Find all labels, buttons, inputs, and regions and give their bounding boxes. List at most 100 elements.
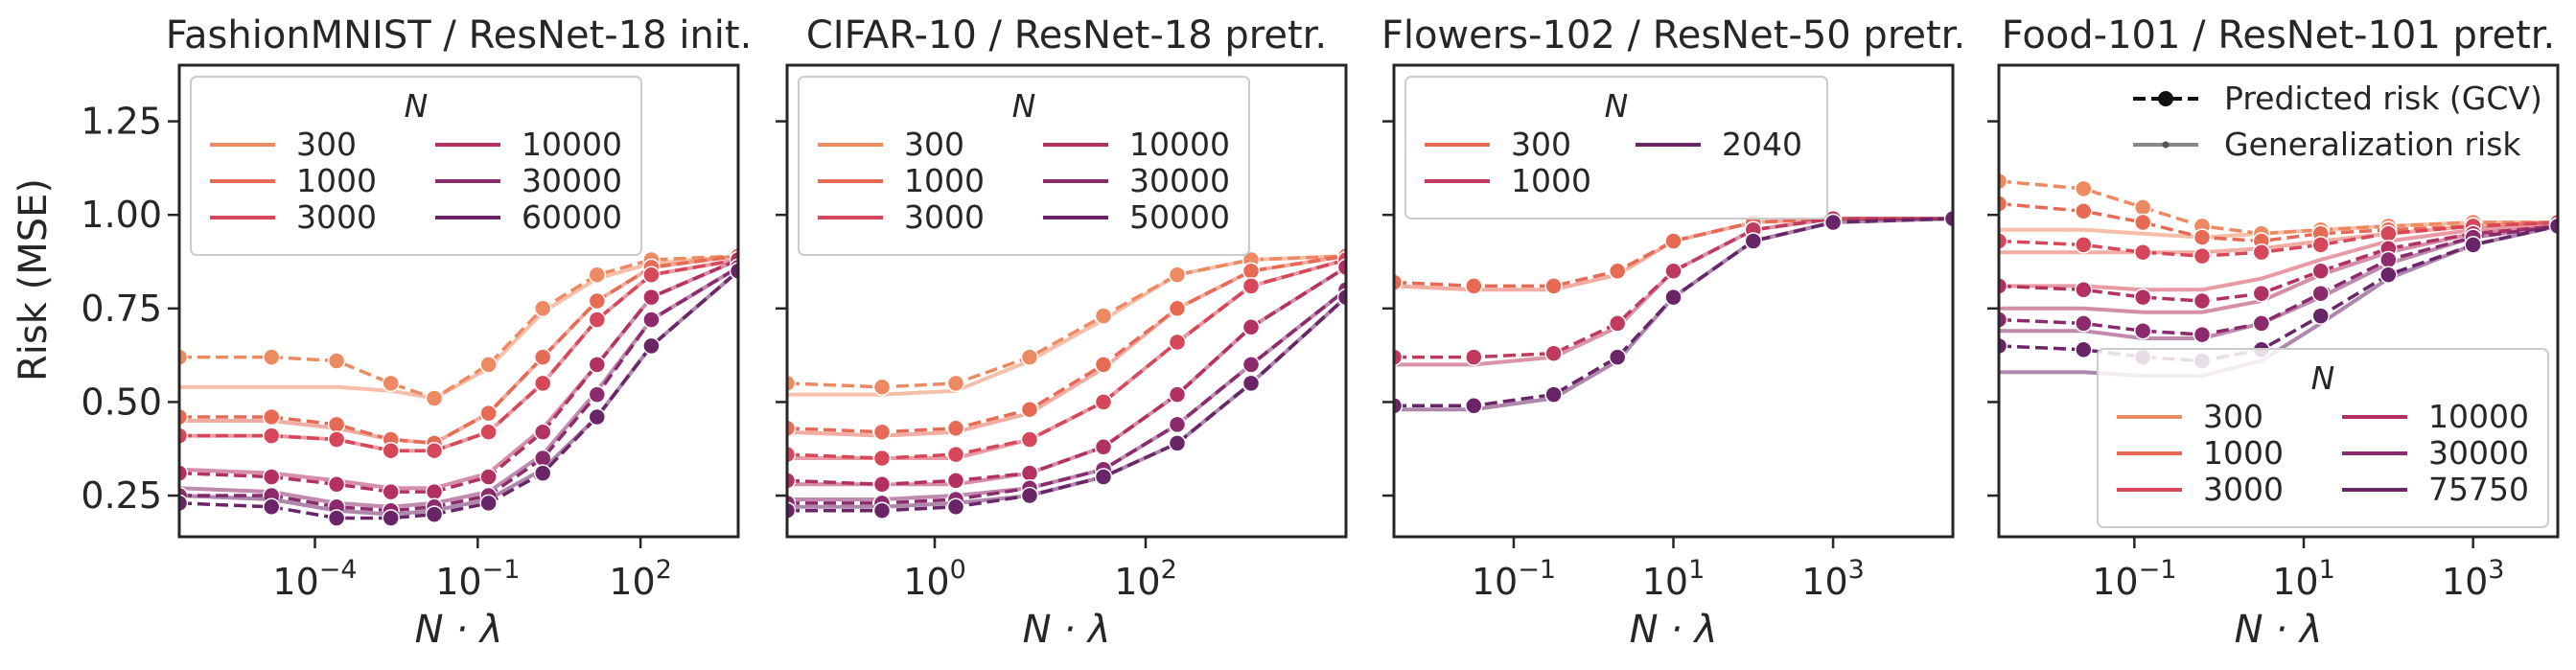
legend-entry-label: 30000 (2428, 434, 2529, 472)
predicted-point (479, 423, 498, 441)
predicted-point (1999, 172, 2008, 191)
predicted-point (262, 348, 281, 366)
predicted-point (1168, 434, 1187, 452)
predicted-line (787, 258, 1346, 460)
x-tick-label: 101 (2272, 555, 2335, 603)
predicted-point (787, 419, 797, 438)
x-tick-exponent: 1 (2319, 555, 2335, 585)
series-3000 (179, 250, 738, 460)
predicted-point (2548, 217, 2558, 236)
legend-entry-label: 10000 (1129, 126, 1230, 163)
predicted-point (1336, 258, 1346, 277)
predicted-point (425, 441, 444, 460)
predicted-point (1020, 486, 1039, 505)
style-legend: Predicted risk (GCV) Generalization risk (2133, 80, 2542, 163)
x-tick-base: 10 (272, 561, 318, 603)
predicted-point (787, 445, 797, 464)
generalization-line (179, 266, 738, 509)
predicted-point (1094, 307, 1113, 325)
x-tick-label: 10−4 (272, 555, 357, 603)
predicted-point (588, 385, 607, 404)
legend-title: N (2311, 359, 2335, 397)
predicted-line (179, 254, 738, 401)
legend-entry-label: 1000 (2203, 434, 2284, 472)
axes-frame (785, 63, 1348, 539)
predicted-point (479, 356, 498, 374)
predicted-point (2193, 291, 2212, 311)
predicted-point (479, 404, 498, 423)
predicted-point (2075, 314, 2093, 333)
series-3000 (1999, 213, 2558, 292)
predicted-point (2252, 314, 2271, 333)
predicted-point (1465, 277, 1483, 295)
legend-entry-label: 60000 (522, 198, 622, 236)
predicted-point (946, 374, 965, 393)
predicted-point (642, 266, 661, 284)
predicted-point (642, 288, 661, 307)
predicted-point (872, 449, 892, 468)
x-axis-label: N · λ (1023, 608, 1111, 652)
predicted-point (2133, 198, 2152, 217)
predicted-point (2133, 243, 2152, 262)
panel-title: CIFAR-10 / ResNet-18 pretr. (806, 13, 1327, 58)
x-tick-label: 10−1 (2092, 555, 2176, 603)
predicted-point (2075, 281, 2093, 299)
predicted-point (2075, 236, 2093, 254)
x-tick-exponent: 0 (950, 555, 966, 585)
predicted-point (2252, 243, 2271, 262)
predicted-point (1394, 348, 1404, 366)
predicted-point (327, 509, 346, 527)
predicted-point (425, 389, 444, 407)
predicted-point (1664, 288, 1683, 307)
predicted-point (1020, 430, 1039, 449)
series-3000 (787, 250, 1346, 468)
y-tick-label: 0.25 (81, 474, 162, 517)
predicted-point (642, 311, 661, 329)
plot-area (787, 246, 1346, 520)
predicted-point (946, 445, 965, 464)
legend-entry-label: 3000 (296, 198, 377, 236)
panel-title: Flowers-102 / ResNet-50 pretr. (1381, 13, 1965, 58)
x-tick-exponent: −1 (1518, 555, 1556, 585)
predicted-line (787, 266, 1346, 487)
predicted-point (1544, 344, 1563, 362)
predicted-point (1094, 468, 1113, 486)
legend-frame (190, 76, 642, 256)
predicted-point (1664, 262, 1683, 281)
predicted-point (872, 423, 892, 441)
x-tick-exponent: −1 (482, 555, 521, 585)
series-30000 (1999, 217, 2558, 344)
predicted-point (1608, 314, 1627, 333)
predicted-point (1020, 348, 1039, 366)
series-50000 (787, 288, 1346, 520)
predicted-line (787, 295, 1346, 513)
legend-frame (2097, 348, 2549, 528)
generalization-line (179, 254, 738, 446)
legend-predicted-label: Predicted risk (GCV) (2224, 80, 2542, 117)
predicted-point (533, 464, 552, 482)
predicted-point (1664, 232, 1683, 250)
predicted-line (179, 269, 738, 520)
predicted-point (1465, 397, 1483, 415)
predicted-point (382, 441, 400, 460)
predicted-point (425, 482, 444, 501)
predicted-point (382, 509, 400, 527)
predicted-point (533, 299, 552, 318)
predicted-point (1608, 262, 1627, 281)
predicted-point (2252, 284, 2271, 303)
generalization-line (787, 295, 1346, 509)
y-axis-label: Risk (MSE) (12, 178, 56, 381)
panel-title: Food-101 / ResNet-101 pretr. (2002, 13, 2556, 58)
legend-entry-label: 300 (2203, 398, 2263, 435)
predicted-point (179, 494, 189, 513)
series-1000 (787, 246, 1346, 441)
x-tick-base: 10 (903, 561, 949, 603)
legend-entry-label: 10000 (2428, 398, 2529, 435)
predicted-point (1168, 415, 1187, 434)
x-tick-label: 10−1 (435, 555, 520, 603)
predicted-point (1094, 356, 1113, 374)
predicted-point (1242, 356, 1261, 374)
predicted-point (1168, 333, 1187, 352)
